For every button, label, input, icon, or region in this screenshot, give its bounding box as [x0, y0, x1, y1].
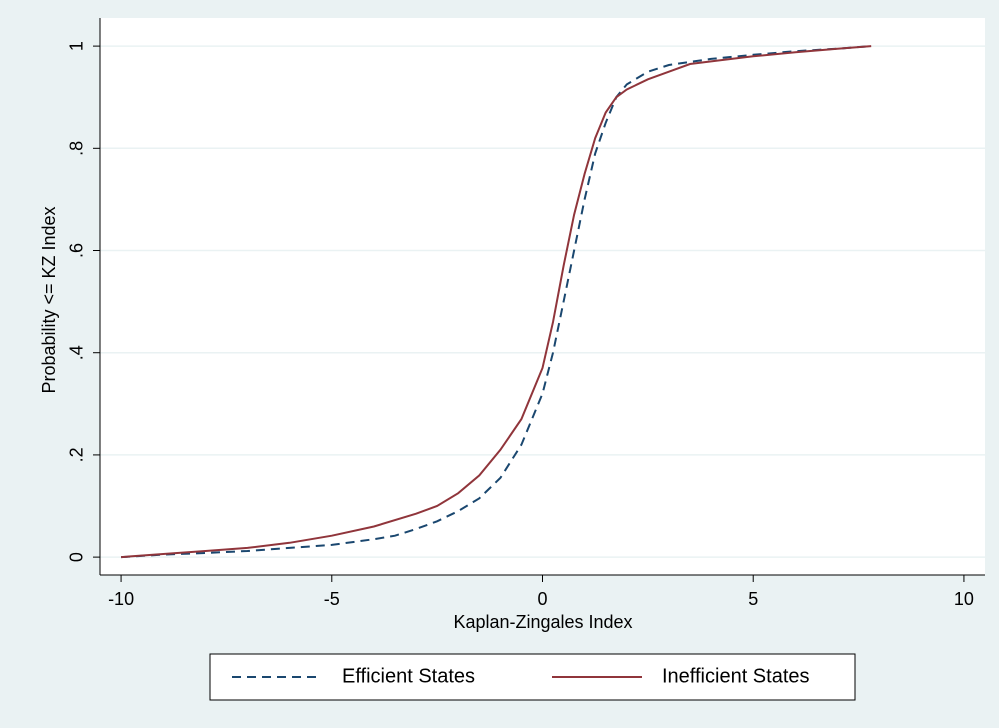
series-line [121, 45, 872, 559]
x-tick-label: 0 [537, 589, 547, 609]
legend-label: Inefficient States [662, 665, 810, 687]
y-tick-label: 0 [67, 552, 87, 562]
y-tick-label: .2 [67, 447, 87, 462]
plot-area [100, 18, 985, 575]
legend-label: Efficient States [342, 665, 475, 687]
y-tick-label: .4 [67, 345, 87, 360]
legend-box [209, 653, 856, 701]
series-line [121, 45, 872, 559]
y-tick-label: 1 [67, 41, 87, 51]
y-tick-label: .8 [67, 141, 87, 156]
y-tick-label: .6 [67, 243, 87, 258]
x-tick-label: 5 [748, 589, 758, 609]
x-axis-title: Kaplan-Zingales Index [453, 612, 632, 632]
y-axis-title: Probability <= KZ Index [39, 206, 59, 393]
x-tick-label: 10 [954, 589, 974, 609]
x-tick-label: -5 [324, 589, 340, 609]
x-tick-label: -10 [108, 589, 134, 609]
